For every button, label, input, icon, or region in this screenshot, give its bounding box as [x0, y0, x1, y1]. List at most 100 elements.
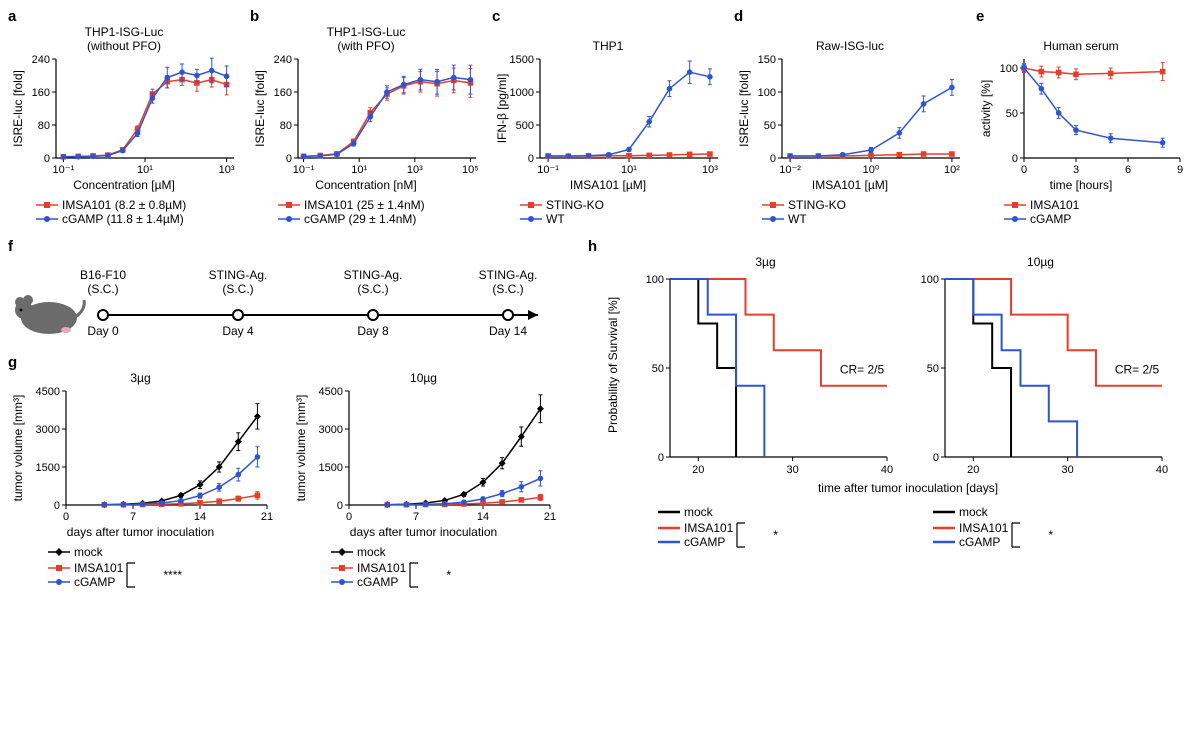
svg-text:activity [%]: activity [%]	[979, 80, 993, 137]
panel-label-f: f	[8, 238, 568, 255]
svg-text:4500: 4500	[319, 386, 343, 398]
svg-text:14: 14	[477, 511, 489, 523]
panel-f: f B16-F10(S.C.)Day 0STING-Ag.(S.C.)Day 4…	[8, 238, 568, 350]
panel-label-c: c	[492, 8, 724, 25]
legend-b-0: IMSA101 (25 ± 1.4nM)	[304, 198, 425, 212]
figure-page: a THP1-ISG-Luc (without PFO) 08016024010…	[8, 8, 1192, 591]
svg-text:10⁰: 10⁰	[863, 164, 880, 176]
svg-text:21: 21	[544, 511, 556, 523]
chart-g-1: 0150030004500071421tumor volume [mm³]	[291, 385, 556, 525]
panel-b-title1: THP1-ISG-Luc	[250, 25, 482, 39]
svg-text:0: 0	[346, 511, 352, 523]
svg-text:160: 160	[274, 87, 292, 99]
g-xlabel-1: days after tumor inoculation	[291, 525, 556, 539]
row-1: a THP1-ISG-Luc (without PFO) 08016024010…	[8, 8, 1192, 226]
svg-text:40: 40	[881, 464, 893, 476]
svg-text:(S.C.): (S.C.)	[357, 282, 388, 296]
panel-b-legend: IMSA101 (25 ± 1.4nM) cGAMP (29 ± 1.4nM)	[278, 198, 482, 226]
h0-legend-imsa: IMSA101	[684, 521, 733, 535]
g-stars-0: ****	[163, 568, 182, 582]
h-title-0: 3µg	[638, 255, 893, 269]
g-title-1: 10µg	[291, 371, 556, 385]
svg-text:30: 30	[1062, 464, 1074, 476]
svg-text:50: 50	[652, 363, 664, 375]
svg-text:1500: 1500	[319, 462, 343, 474]
svg-text:1500: 1500	[36, 462, 60, 474]
panel-label-e: e	[976, 8, 1186, 25]
svg-text:500: 500	[516, 120, 534, 132]
svg-text:10¹: 10¹	[137, 164, 153, 176]
g-legend-imsa: IMSA101	[74, 561, 123, 575]
svg-text:10⁻¹: 10⁻¹	[53, 164, 75, 176]
panel-e-legend: IMSA101 cGAMP	[1004, 198, 1186, 226]
h-stars-0: *	[773, 528, 778, 542]
timeline-f: B16-F10(S.C.)Day 0STING-Ag.(S.C.)Day 4ST…	[8, 255, 568, 350]
svg-text:10³: 10³	[702, 164, 718, 176]
h-legend-1: mock IMSA101 cGAMP *	[913, 505, 1168, 551]
svg-text:CR= 2/5: CR= 2/5	[1115, 362, 1160, 376]
panel-c-xlabel: IMSA101 [µM]	[492, 178, 724, 192]
svg-text:0: 0	[528, 153, 534, 165]
svg-text:tumor volume [mm³]: tumor volume [mm³]	[294, 395, 308, 502]
svg-text:7: 7	[413, 511, 419, 523]
svg-text:3000: 3000	[319, 424, 343, 436]
svg-text:1000: 1000	[510, 87, 534, 99]
svg-text:3: 3	[1073, 164, 1079, 176]
svg-text:B16-F10: B16-F10	[80, 268, 126, 282]
svg-text:80: 80	[280, 120, 292, 132]
svg-text:100: 100	[921, 274, 939, 286]
panel-a-title1: THP1-ISG-Luc	[8, 25, 240, 39]
g-legend-cgamp: cGAMP	[74, 575, 115, 589]
svg-text:100: 100	[1000, 63, 1018, 75]
panel-d-xlabel: IMSA101 [µM]	[734, 178, 966, 192]
panel-b-xlabel: Concentration [nM]	[250, 178, 482, 192]
panel-label-g: g	[8, 354, 568, 371]
panel-a: a THP1-ISG-Luc (without PFO) 08016024010…	[8, 8, 240, 226]
svg-text:tumor volume [mm³]: tumor volume [mm³]	[11, 395, 25, 502]
svg-text:10⁻¹: 10⁻¹	[537, 164, 559, 176]
svg-text:14: 14	[194, 511, 206, 523]
svg-text:Day 8: Day 8	[357, 324, 389, 338]
panel-e-xlabel: time [hours]	[976, 178, 1186, 192]
chart-d: 05010015010⁻²10⁰10²ISRE-luc [fold]	[734, 53, 966, 178]
panel-a-title2: (without PFO)	[8, 39, 240, 53]
panel-d-legend: STING-KO WT	[762, 198, 966, 226]
svg-text:(S.C.): (S.C.)	[492, 282, 523, 296]
svg-text:240: 240	[32, 54, 50, 66]
svg-text:9: 9	[1177, 164, 1183, 176]
svg-text:10⁵: 10⁵	[462, 164, 479, 176]
panel-b: b THP1-ISG-Luc (with PFO) 08016024010⁻¹1…	[250, 8, 482, 226]
svg-text:4500: 4500	[36, 386, 60, 398]
g-title-0: 3µg	[8, 371, 273, 385]
legend-e-1: cGAMP	[1030, 212, 1071, 226]
chart-h-1: 050100203040CR= 2/5	[913, 269, 1168, 479]
legend-d-1: WT	[788, 212, 807, 226]
chart-a: 08016024010⁻¹10¹10³ISRE-luc [fold]	[8, 53, 240, 178]
chart-g-0: 0150030004500071421tumor volume [mm³]	[8, 385, 273, 525]
legend-a-0: IMSA101 (8.2 ± 0.8µM)	[62, 198, 186, 212]
g-xlabel-0: days after tumor inoculation	[8, 525, 273, 539]
chart-b: 08016024010⁻¹10¹10³10⁵ISRE-luc [fold]	[250, 53, 482, 178]
row-2: f B16-F10(S.C.)Day 0STING-Ag.(S.C.)Day 4…	[8, 238, 1192, 591]
svg-text:80: 80	[38, 120, 50, 132]
svg-text:ISRE-luc [fold]: ISRE-luc [fold]	[253, 70, 267, 147]
svg-text:50: 50	[1006, 108, 1018, 120]
svg-text:150: 150	[758, 54, 776, 66]
svg-text:0: 0	[1021, 164, 1027, 176]
svg-text:20: 20	[692, 464, 704, 476]
svg-text:10⁻²: 10⁻²	[779, 164, 801, 176]
svg-text:0: 0	[54, 500, 60, 512]
h0-legend-cgamp: cGAMP	[684, 535, 725, 549]
legend-d-0: STING-KO	[788, 198, 846, 212]
g-stars-1: *	[446, 568, 451, 582]
legend-c-0: STING-KO	[546, 198, 604, 212]
panel-a-legend: IMSA101 (8.2 ± 0.8µM) cGAMP (11.8 ± 1.4µ…	[36, 198, 240, 226]
panel-c-legend: STING-KO WT	[520, 198, 724, 226]
svg-text:STING-Ag.: STING-Ag.	[344, 268, 403, 282]
svg-text:0: 0	[286, 153, 292, 165]
svg-text:21: 21	[261, 511, 273, 523]
svg-text:7: 7	[130, 511, 136, 523]
panel-d: d Raw-ISG-luc 05010015010⁻²10⁰10²ISRE-lu…	[734, 8, 966, 226]
legend-b-1: cGAMP (29 ± 1.4nM)	[304, 212, 416, 226]
h-legend-0: mock IMSA101 cGAMP *	[638, 505, 893, 551]
